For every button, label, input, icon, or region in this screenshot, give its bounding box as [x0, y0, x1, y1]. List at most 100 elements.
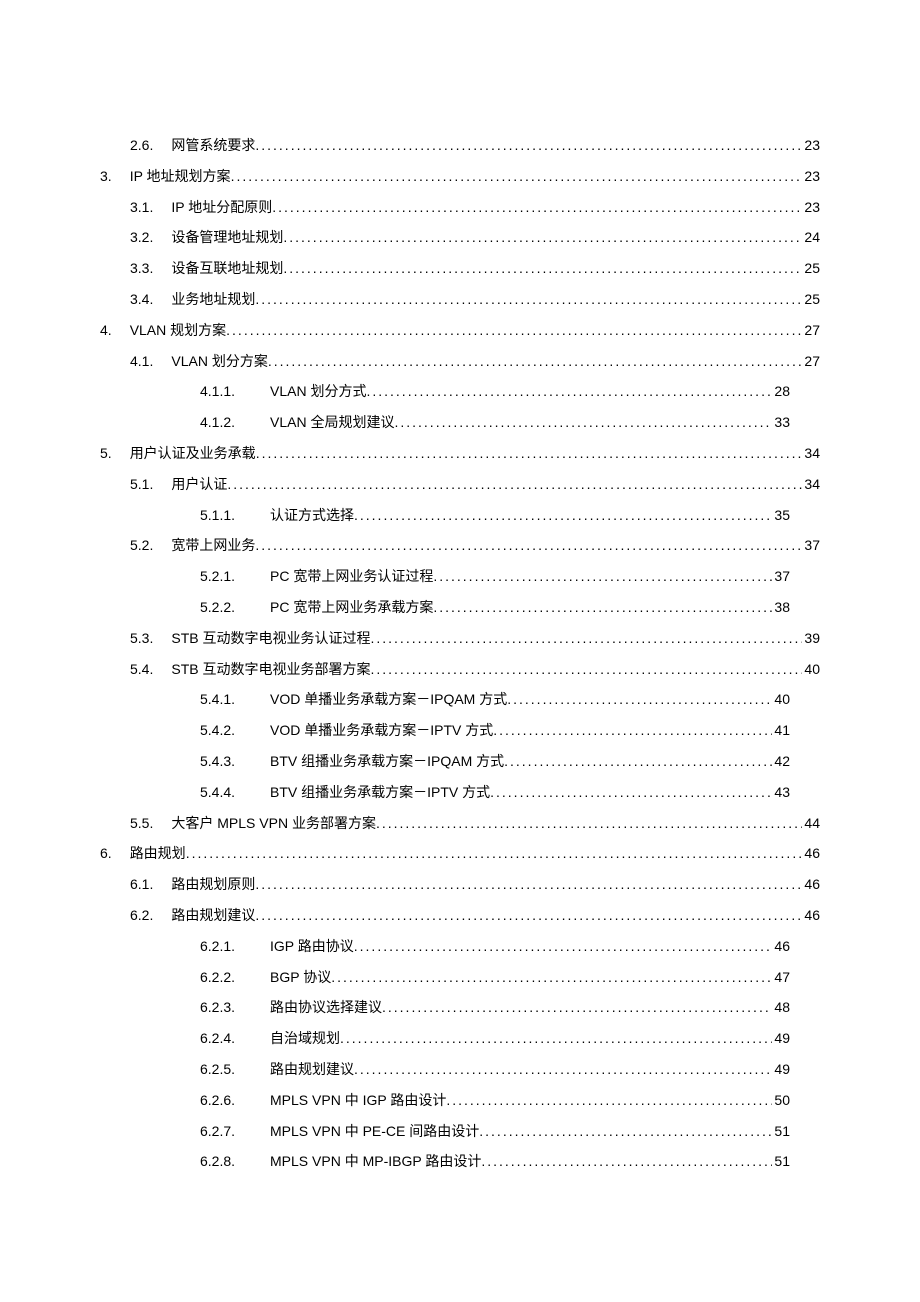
toc-entry-page: 40	[772, 684, 790, 715]
toc-entry[interactable]: 5.4.2.VOD 单播业务承载方案－IPTV 方式41	[100, 715, 820, 746]
toc-entry-title: VLAN 规划方案	[130, 315, 226, 346]
toc-entry[interactable]: 3.IP 地址规划方案23	[100, 161, 820, 192]
toc-entry-title: 设备管理地址规划	[171, 222, 283, 253]
toc-entry-number: 4.1.1.	[200, 376, 270, 407]
toc-entry[interactable]: 6.2.4.自治域规划49	[100, 1023, 820, 1054]
toc-entry-title: BTV 组播业务承载方案－IPQAM 方式	[270, 746, 504, 777]
toc-entry-page: 46	[802, 900, 820, 931]
toc-entry-number: 5.3.	[130, 623, 171, 654]
toc-entry-title: BGP 协议	[270, 962, 331, 993]
toc-entry[interactable]: 6.2.3.路由协议选择建议48	[100, 992, 820, 1023]
toc-entry-page: 49	[772, 1054, 790, 1085]
toc-entry-number: 2.6.	[130, 130, 171, 161]
toc-entry-number: 5.4.1.	[200, 684, 270, 715]
toc-entry-number: 6.2.7.	[200, 1116, 270, 1147]
toc-entry-title: PC 宽带上网业务认证过程	[270, 561, 433, 592]
toc-entry[interactable]: 5.4.4.BTV 组播业务承载方案－IPTV 方式43	[100, 777, 820, 808]
toc-dot-leader	[331, 962, 772, 993]
toc-entry-number: 6.2.3.	[200, 992, 270, 1023]
toc-entry[interactable]: 2.6.网管系统要求23	[100, 130, 820, 161]
toc-entry[interactable]: 5.2.2.PC 宽带上网业务承载方案38	[100, 592, 820, 623]
toc-entry-title: MPLS VPN 中 PE-CE 间路由设计	[270, 1116, 479, 1147]
toc-entry-title: 路由规划建议	[270, 1054, 354, 1085]
toc-entry-page: 28	[772, 376, 790, 407]
toc-dot-leader	[272, 192, 802, 223]
toc-entry-number: 6.2.	[130, 900, 171, 931]
toc-entry-page: 47	[772, 962, 790, 993]
toc-entry[interactable]: 5.用户认证及业务承载34	[100, 438, 820, 469]
toc-entry-title: 用户认证及业务承载	[130, 438, 256, 469]
toc-entry-page: 23	[802, 161, 820, 192]
toc-dot-leader	[354, 931, 773, 962]
toc-entry[interactable]: 3.4.业务地址规划25	[100, 284, 820, 315]
toc-entry-title: 大客户 MPLS VPN 业务部署方案	[171, 808, 376, 839]
toc-entry-page: 51	[772, 1116, 790, 1147]
toc-entry[interactable]: 4.1.2.VLAN 全局规划建议33	[100, 407, 820, 438]
toc-entry-title: 网管系统要求	[171, 130, 255, 161]
toc-entry-number: 3.	[100, 161, 130, 192]
toc-entry[interactable]: 6.2.1.IGP 路由协议46	[100, 931, 820, 962]
toc-entry[interactable]: 5.4.3.BTV 组播业务承载方案－IPQAM 方式 42	[100, 746, 820, 777]
toc-dot-leader	[227, 469, 802, 500]
toc-entry-title: STB 互动数字电视业务认证过程	[171, 623, 370, 654]
toc-entry-page: 23	[802, 192, 820, 223]
toc-entry-number: 4.1.	[130, 346, 171, 377]
toc-dot-leader	[283, 253, 802, 284]
toc-entry[interactable]: 5.2.1.PC 宽带上网业务认证过程37	[100, 561, 820, 592]
toc-entry-page: 33	[772, 407, 790, 438]
toc-entry-number: 5.2.2.	[200, 592, 270, 623]
toc-entry-page: 46	[802, 838, 820, 869]
toc-entry-title: VLAN 划分方案	[171, 346, 267, 377]
toc-entry-title: 路由协议选择建议	[270, 992, 382, 1023]
toc-entry-page: 24	[802, 222, 820, 253]
toc-entry[interactable]: 6.2.8.MPLS VPN 中 MP-IBGP 路由设计51	[100, 1146, 820, 1177]
toc-entry[interactable]: 3.2.设备管理地址规划 24	[100, 222, 820, 253]
toc-entry-page: 50	[772, 1085, 790, 1116]
toc-entry-number: 5.4.3.	[200, 746, 270, 777]
toc-dot-leader	[354, 500, 772, 531]
toc-entry[interactable]: 4.1.1.VLAN 划分方式28	[100, 376, 820, 407]
toc-entry-number: 4.1.2.	[200, 407, 270, 438]
toc-entry[interactable]: 6.2.6.MPLS VPN 中 IGP 路由设计 50	[100, 1085, 820, 1116]
toc-entry[interactable]: 5.3.STB 互动数字电视业务认证过程39	[100, 623, 820, 654]
toc-dot-leader	[433, 592, 772, 623]
toc-entry-page: 37	[772, 561, 790, 592]
toc-entry-number: 3.1.	[130, 192, 171, 223]
toc-dot-leader	[255, 530, 802, 561]
toc-dot-leader	[446, 1085, 772, 1116]
toc-entry[interactable]: 3.3.设备互联地址规划25	[100, 253, 820, 284]
toc-entry[interactable]: 5.1.1.认证方式选择35	[100, 500, 820, 531]
toc-entry[interactable]: 5.4.STB 互动数字电视业务部署方案40	[100, 654, 820, 685]
toc-entry-title: 自治域规划	[270, 1023, 340, 1054]
toc-entry-page: 27	[802, 315, 820, 346]
toc-entry-page: 46	[772, 931, 790, 962]
toc-entry[interactable]: 5.2.宽带上网业务37	[100, 530, 820, 561]
toc-entry-title: MPLS VPN 中 IGP 路由设计	[270, 1085, 446, 1116]
toc-entry[interactable]: 5.5.大客户 MPLS VPN 业务部署方案44	[100, 808, 820, 839]
toc-entry-title: MPLS VPN 中 MP-IBGP 路由设计	[270, 1146, 481, 1177]
toc-entry[interactable]: 5.4.1.VOD 单播业务承载方案－IPQAM 方式40	[100, 684, 820, 715]
toc-entry[interactable]: 6.2.路由规划建议 46	[100, 900, 820, 931]
toc-entry[interactable]: 6.2.5.路由规划建议49	[100, 1054, 820, 1085]
toc-dot-leader	[479, 1116, 772, 1147]
toc-entry-page: 42	[772, 746, 790, 777]
toc-entry-number: 6.2.1.	[200, 931, 270, 962]
toc-dot-leader	[186, 838, 803, 869]
toc-entry[interactable]: 4.VLAN 规划方案 27	[100, 315, 820, 346]
toc-entry[interactable]: 6.2.7.MPLS VPN 中 PE-CE 间路由设计 51	[100, 1116, 820, 1147]
toc-entry[interactable]: 3.1.IP 地址分配原则23	[100, 192, 820, 223]
toc-entry-page: 49	[772, 1023, 790, 1054]
toc-entry[interactable]: 6.2.2.BGP 协议47	[100, 962, 820, 993]
toc-entry[interactable]: 6.1.路由规划原则46	[100, 869, 820, 900]
toc-entry-number: 4.	[100, 315, 130, 346]
toc-entry[interactable]: 4.1.VLAN 划分方案27	[100, 346, 820, 377]
toc-entry-number: 3.2.	[130, 222, 171, 253]
toc-entry-title: 路由规划建议	[171, 900, 255, 931]
toc-entry-page: 51	[772, 1146, 790, 1177]
toc-entry[interactable]: 5.1.用户认证34	[100, 469, 820, 500]
toc-entry[interactable]: 6.路由规划46	[100, 838, 820, 869]
toc-dot-leader	[504, 746, 772, 777]
toc-entry-page: 25	[802, 253, 820, 284]
toc-dot-leader	[283, 222, 802, 253]
toc-entry-number: 6.2.6.	[200, 1085, 270, 1116]
